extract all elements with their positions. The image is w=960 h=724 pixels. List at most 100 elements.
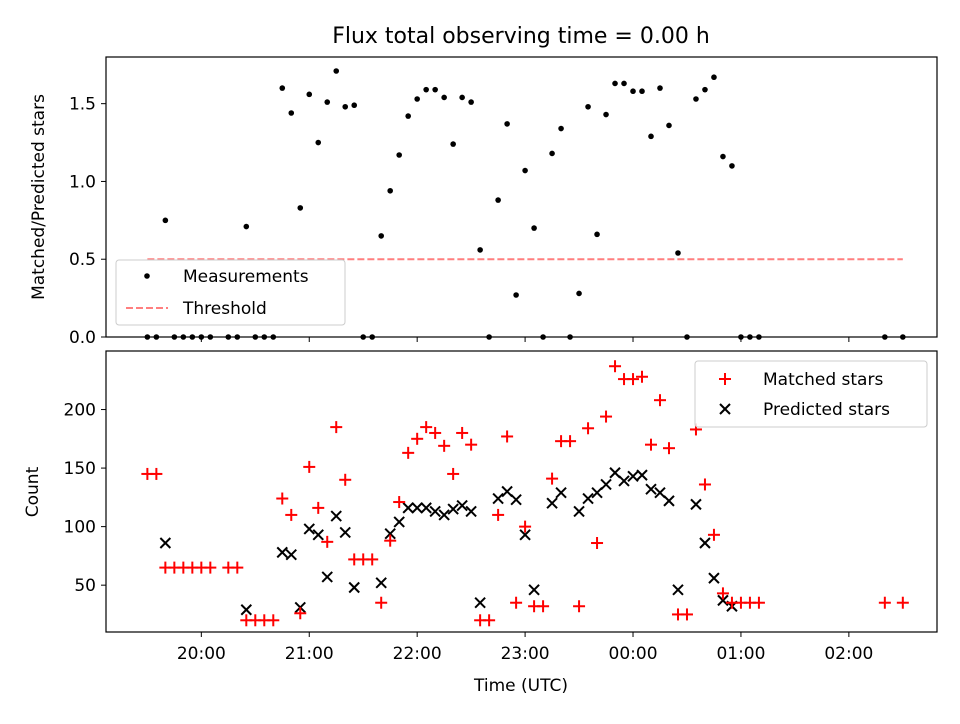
measurement-point (387, 187, 393, 194)
measurement-point (675, 250, 681, 256)
predicted-point (699, 537, 711, 549)
matched-point (456, 426, 469, 439)
matched-point (662, 442, 675, 455)
matched-point (276, 492, 289, 505)
measurement-point (468, 99, 474, 105)
matched-point (339, 473, 352, 486)
matched-point (384, 534, 397, 547)
predicted-point (447, 503, 459, 515)
measurement-point (171, 334, 178, 340)
predicted-point (645, 483, 657, 495)
measurement-point (144, 334, 151, 340)
matched-point (591, 537, 604, 550)
matched-point (375, 596, 388, 609)
measurement-point (684, 334, 690, 340)
x-tick-label: 01:00 (716, 644, 765, 664)
predicted-point (582, 492, 594, 505)
predicted-point (690, 498, 702, 511)
measurement-point (648, 133, 654, 140)
predicted-point (618, 475, 630, 487)
measurement-point (585, 103, 591, 110)
matched-point (330, 421, 343, 434)
predicted-point (591, 486, 603, 499)
predicted-point (384, 527, 396, 540)
measurement-point (558, 125, 564, 132)
measurement-point (702, 86, 708, 93)
matched-point (312, 501, 325, 514)
legend-measurements-label: Measurements (183, 267, 309, 287)
measurement-point (603, 111, 609, 118)
predicted-point (402, 502, 414, 514)
measurement-point (666, 122, 672, 129)
measurement-point (504, 121, 510, 127)
matched-point (609, 360, 622, 373)
measurement-point (153, 334, 160, 340)
matched-point (285, 508, 298, 521)
matched-point (501, 430, 514, 443)
measurement-point (360, 334, 367, 340)
top-y-tick-label: 1.5 (69, 95, 96, 115)
legend-measurements-marker (144, 273, 150, 279)
predicted-point (636, 469, 648, 481)
measurement-point (207, 334, 214, 340)
predicted-point (492, 492, 504, 505)
measurement-point (450, 141, 456, 147)
matched-point (716, 587, 729, 600)
matched-point (537, 600, 550, 613)
predicted-point (240, 604, 253, 616)
predicted-point (393, 516, 405, 528)
predicted-point (654, 486, 666, 499)
x-tick-label: 22:00 (393, 644, 442, 664)
predicted-point (339, 526, 351, 539)
predicted-point (555, 486, 567, 499)
bottom-y-tick-label: 200 (64, 401, 96, 421)
measurement-point (180, 334, 187, 340)
x-tick-label: 23:00 (501, 644, 550, 664)
predicted-point (609, 467, 621, 479)
measurement-point (369, 334, 376, 340)
measurement-point (882, 334, 888, 340)
bottom-axes-frame (105, 350, 938, 633)
predicted-point (528, 584, 540, 596)
matched-point (582, 422, 595, 435)
measurement-point (486, 334, 492, 340)
measurement-point (297, 205, 304, 211)
x-tick-label: 20:00 (177, 644, 226, 664)
matched-point (438, 439, 451, 452)
top-y-tick-label: 1.0 (69, 172, 96, 192)
matched-point (636, 370, 649, 383)
matched-point (698, 478, 711, 491)
legend-matched-label: Matched stars (763, 370, 883, 390)
measurement-point (306, 91, 313, 98)
measurement-point (270, 334, 277, 340)
measurement-point (576, 290, 582, 297)
matched-point (707, 528, 720, 541)
legend-threshold-label: Threshold (182, 299, 267, 319)
matched-point (519, 520, 532, 533)
predicted-point (501, 485, 513, 498)
matched-point (483, 614, 496, 627)
predicted-point (348, 581, 360, 594)
top-chart-title: Flux total observing time = 0.00 h (332, 24, 710, 49)
matched-point (573, 600, 586, 613)
matched-point (896, 596, 909, 609)
matched-point (680, 608, 693, 621)
measurement-point (441, 94, 447, 101)
bottom-y-tick-label: 150 (64, 459, 96, 479)
bottom-legend-box (694, 360, 928, 428)
measurement-point (252, 334, 259, 340)
measurement-point (333, 68, 340, 74)
x-axis-label: Time (UTC) (473, 676, 568, 696)
legend-predicted-label: Predicted stars (763, 400, 890, 420)
measurement-point (279, 85, 286, 91)
bottom-y-axis-label: Count (23, 466, 43, 517)
x-tick-label: 21:00 (285, 644, 334, 664)
top-legend: Measurements Threshold (115, 259, 346, 326)
top-y-tick-label: 0.5 (69, 250, 96, 270)
measurement-point (324, 99, 331, 105)
x-tick-label: 02:00 (824, 644, 873, 664)
measurement-point (900, 334, 906, 340)
measurement-point (477, 247, 483, 253)
measurement-point (189, 334, 196, 340)
